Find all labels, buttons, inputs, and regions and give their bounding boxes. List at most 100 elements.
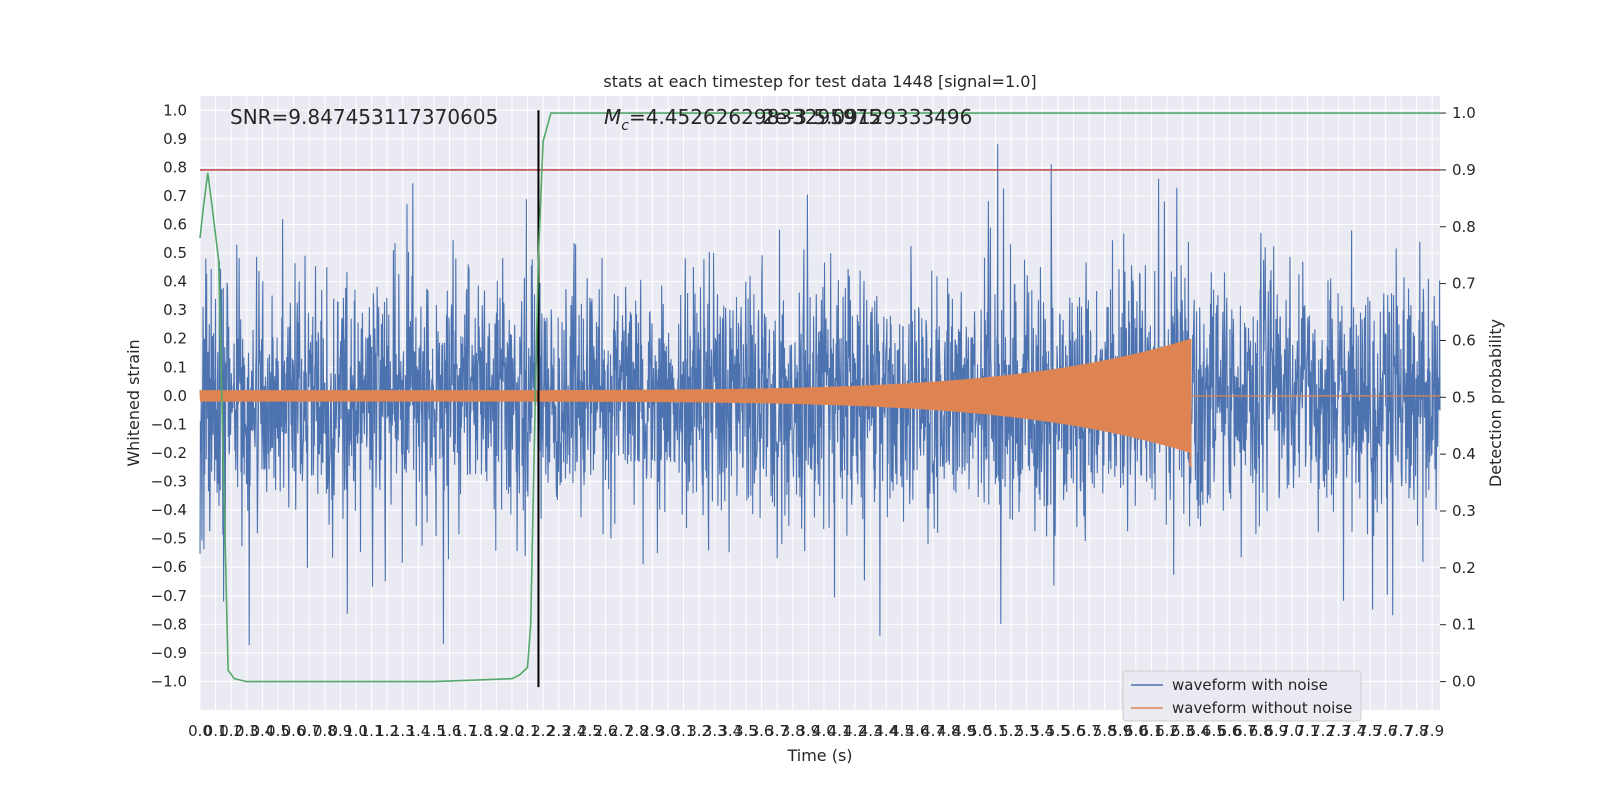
x-tick-label: 5.5 xyxy=(1046,722,1070,740)
x-tick-label: 1.0 xyxy=(344,722,368,740)
y-right-tick-label: 0.7 xyxy=(1452,275,1476,293)
x-tick-label: 6.1 xyxy=(1140,722,1164,740)
x-tick-label: 2.5 xyxy=(578,722,602,740)
x-tick-label: 3.0 xyxy=(656,722,680,740)
x-tick-label: 7.0 xyxy=(1280,722,1304,740)
x-axis-label: Time (s) xyxy=(786,746,852,765)
y-right-tick-label: 0.3 xyxy=(1452,502,1476,520)
y-right-tick-label: 1.0 xyxy=(1452,104,1476,122)
x-tick-label: 0.9 xyxy=(328,722,352,740)
x-tick-label: 1.3 xyxy=(391,722,415,740)
y-tick-label: −0.8 xyxy=(151,615,187,633)
x-tick-label: 7.3 xyxy=(1327,722,1351,740)
y-tick-label: 0.6 xyxy=(163,216,187,234)
x-tick-label: 5.7 xyxy=(1077,722,1101,740)
x-tick-label: 3.2 xyxy=(687,722,711,740)
x-tick-label: 2.3 xyxy=(547,722,571,740)
y-tick-label: −0.7 xyxy=(151,587,187,605)
y-tick-label: 0.3 xyxy=(163,301,187,319)
y-tick-label: −0.2 xyxy=(151,444,187,462)
x-tick-label: 2.4 xyxy=(562,722,586,740)
y-tick-label: 0.5 xyxy=(163,244,187,262)
y-tick-label: 0.9 xyxy=(163,130,187,148)
legend: waveform with noise waveform without noi… xyxy=(1122,670,1362,722)
y-tick-label: −0.9 xyxy=(151,644,187,662)
x-tick-label: 4.1 xyxy=(828,722,852,740)
x-tick-label: 0.1 xyxy=(204,722,228,740)
x-tick-label: 7.9 xyxy=(1420,722,1444,740)
x-tick-label: 1.5 xyxy=(422,722,446,740)
x-tick-label: 6.0 xyxy=(1124,722,1148,740)
y-tick-label: −0.4 xyxy=(151,501,187,519)
legend-label-noise: waveform with noise xyxy=(1172,676,1328,694)
y-axis-label: Whitened strain xyxy=(124,339,143,466)
x-tick-label: 5.1 xyxy=(984,722,1008,740)
y-right-tick-labels: 1.0 0.9 0.8 0.7 0.6 0.5 0.4 0.3 0.2 0.1 0.0 xyxy=(1440,104,1476,691)
x-tick-label: 6.2 xyxy=(1155,722,1179,740)
x-tick-label: 0.0 xyxy=(188,722,212,740)
x-tick-label: 3.4 xyxy=(718,722,742,740)
series-waveform-without-noise xyxy=(199,338,1440,468)
x-tick-label: 4.8 xyxy=(937,722,961,740)
y-tick-label: −1.0 xyxy=(151,672,187,690)
x-tick-label: 2.7 xyxy=(609,722,633,740)
x-tick-label: 0.3 xyxy=(235,722,259,740)
x-tick-label: 2.2 xyxy=(531,722,555,740)
x-tick-label: 1.9 xyxy=(484,722,508,740)
x-tick-label: 6.5 xyxy=(1202,722,1226,740)
y-right-tick-label: 0.9 xyxy=(1452,161,1476,179)
x-tick-label: 7.5 xyxy=(1358,722,1382,740)
y-right-axis-label: Detection probability xyxy=(1486,319,1505,487)
x-tick-label: 2.0 xyxy=(500,722,524,740)
y-tick-label: 1.0 xyxy=(163,101,187,119)
x-tick-label: 1.1 xyxy=(360,722,384,740)
x-tick-label: 7.4 xyxy=(1342,722,1366,740)
x-tick-label: 0.7 xyxy=(297,722,321,740)
x-tick-label: 4.9 xyxy=(952,722,976,740)
x-tick-label: 4.5 xyxy=(890,722,914,740)
x-tick-label: 6.4 xyxy=(1186,722,1210,740)
x-tick-label: 4.0 xyxy=(812,722,836,740)
x-tick-label: 6.3 xyxy=(1171,722,1195,740)
noise-trace xyxy=(199,144,1441,646)
x-tick-label: 3.3 xyxy=(703,722,727,740)
x-tick-label: 2.8 xyxy=(625,722,649,740)
y-right-tick-label: 0.8 xyxy=(1452,218,1476,236)
y-tick-label: −0.5 xyxy=(151,530,187,548)
y-tick-labels: 1.0 0.9 0.8 0.7 0.6 0.5 0.4 0.3 0.2 0.1 0.0 −0.1 −0.… xyxy=(151,101,187,690)
x-tick-label: 4.6 xyxy=(906,722,930,740)
y-tick-label: 0.0 xyxy=(163,387,187,405)
y-tick-label: 0.7 xyxy=(163,187,187,205)
x-tick-label: 0.6 xyxy=(282,722,306,740)
y-right-tick-label: 0.0 xyxy=(1452,673,1476,691)
x-tick-label: 5.8 xyxy=(1093,722,1117,740)
x-tick-label: 0.2 xyxy=(219,722,243,740)
x-tick-label: 5.2 xyxy=(999,722,1023,740)
x-tick-label: 7.1 xyxy=(1295,722,1319,740)
y-tick-label: −0.3 xyxy=(151,473,187,491)
x-tick-label: 0.4 xyxy=(250,722,274,740)
x-tick-label: 6.9 xyxy=(1264,722,1288,740)
x-tick-label: 1.7 xyxy=(453,722,477,740)
x-tick-label: 3.9 xyxy=(796,722,820,740)
y-tick-label: 0.4 xyxy=(163,273,187,291)
x-tick-label: 1.8 xyxy=(469,722,493,740)
y-tick-label: 0.8 xyxy=(163,158,187,176)
snr-annotation: SNR=9.847453117370605 xyxy=(230,105,498,129)
x-tick-label: 3.6 xyxy=(750,722,774,740)
chart-title: stats at each timestep for test data 144… xyxy=(603,72,1036,91)
x-tick-label: 5.9 xyxy=(1108,722,1132,740)
x-tick-label: 1.6 xyxy=(438,722,462,740)
x-tick-label: 7.6 xyxy=(1373,722,1397,740)
x-tick-label: 4.3 xyxy=(859,722,883,740)
x-tick-label: 5.3 xyxy=(1015,722,1039,740)
x-tick-label: 4.2 xyxy=(843,722,867,740)
y-tick-label: 0.1 xyxy=(163,358,187,376)
y-tick-label: −0.1 xyxy=(151,415,187,433)
x-tick-label: 0.8 xyxy=(313,722,337,740)
x-tick-label: 2.1 xyxy=(516,722,540,740)
x-tick-label: 7.8 xyxy=(1405,722,1429,740)
x-tick-label: 4.4 xyxy=(874,722,898,740)
x-tick-label: 2.6 xyxy=(594,722,618,740)
